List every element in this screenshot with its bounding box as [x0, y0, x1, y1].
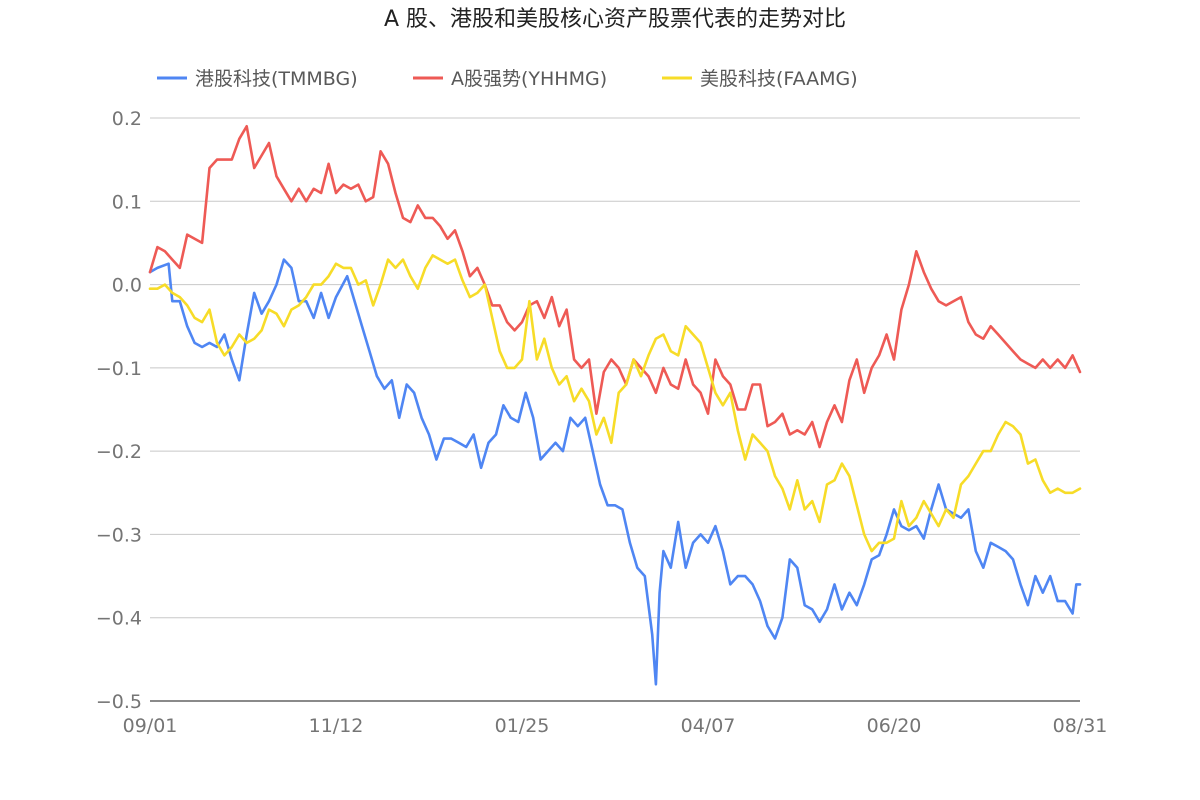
y-tick-label: −0.1	[96, 358, 142, 380]
y-tick-label: −0.3	[96, 524, 142, 546]
x-tick-label: 11/12	[309, 715, 364, 737]
chart-legend: 港股科技(TMMBG) A股强势(YHHMG) 美股科技(FAAMG)	[157, 68, 858, 90]
legend-item: A股强势(YHHMG)	[413, 68, 607, 90]
x-tick-label: 06/20	[867, 715, 922, 737]
y-tick-label: −0.5	[96, 691, 142, 713]
legend-label: A股强势(YHHMG)	[451, 68, 607, 90]
legend-item: 美股科技(FAAMG)	[662, 68, 858, 90]
x-tick-label: 01/25	[495, 715, 550, 737]
series-line-1	[148, 258, 1082, 686]
series-line-3	[148, 254, 1082, 553]
x-tick-label: 08/31	[1053, 715, 1108, 737]
gridlines	[150, 117, 1080, 619]
legend-item: 港股科技(TMMBG)	[157, 68, 358, 90]
y-tick-label: 0.2	[112, 108, 142, 130]
series-lines	[148, 125, 1082, 686]
y-tick-label: 0.1	[112, 191, 142, 213]
y-axis-tick-labels: 0.2 0.1 0.0 −0.1 −0.2 −0.3 −0.4 −0.5	[96, 108, 142, 713]
y-tick-label: 0.0	[112, 275, 142, 297]
x-tick-label: 09/01	[123, 715, 178, 737]
chart-title: A 股、港股和美股核心资产股票代表的走势对比	[384, 7, 846, 32]
x-axis-tick-labels: 09/01 11/12 01/25 04/07 06/20 08/31	[123, 715, 1108, 737]
y-tick-label: −0.2	[96, 441, 142, 463]
y-tick-label: −0.4	[96, 608, 142, 630]
legend-label: 港股科技(TMMBG)	[195, 68, 358, 90]
legend-label: 美股科技(FAAMG)	[700, 68, 858, 90]
series-line-2	[148, 125, 1082, 449]
x-tick-label: 04/07	[681, 715, 736, 737]
